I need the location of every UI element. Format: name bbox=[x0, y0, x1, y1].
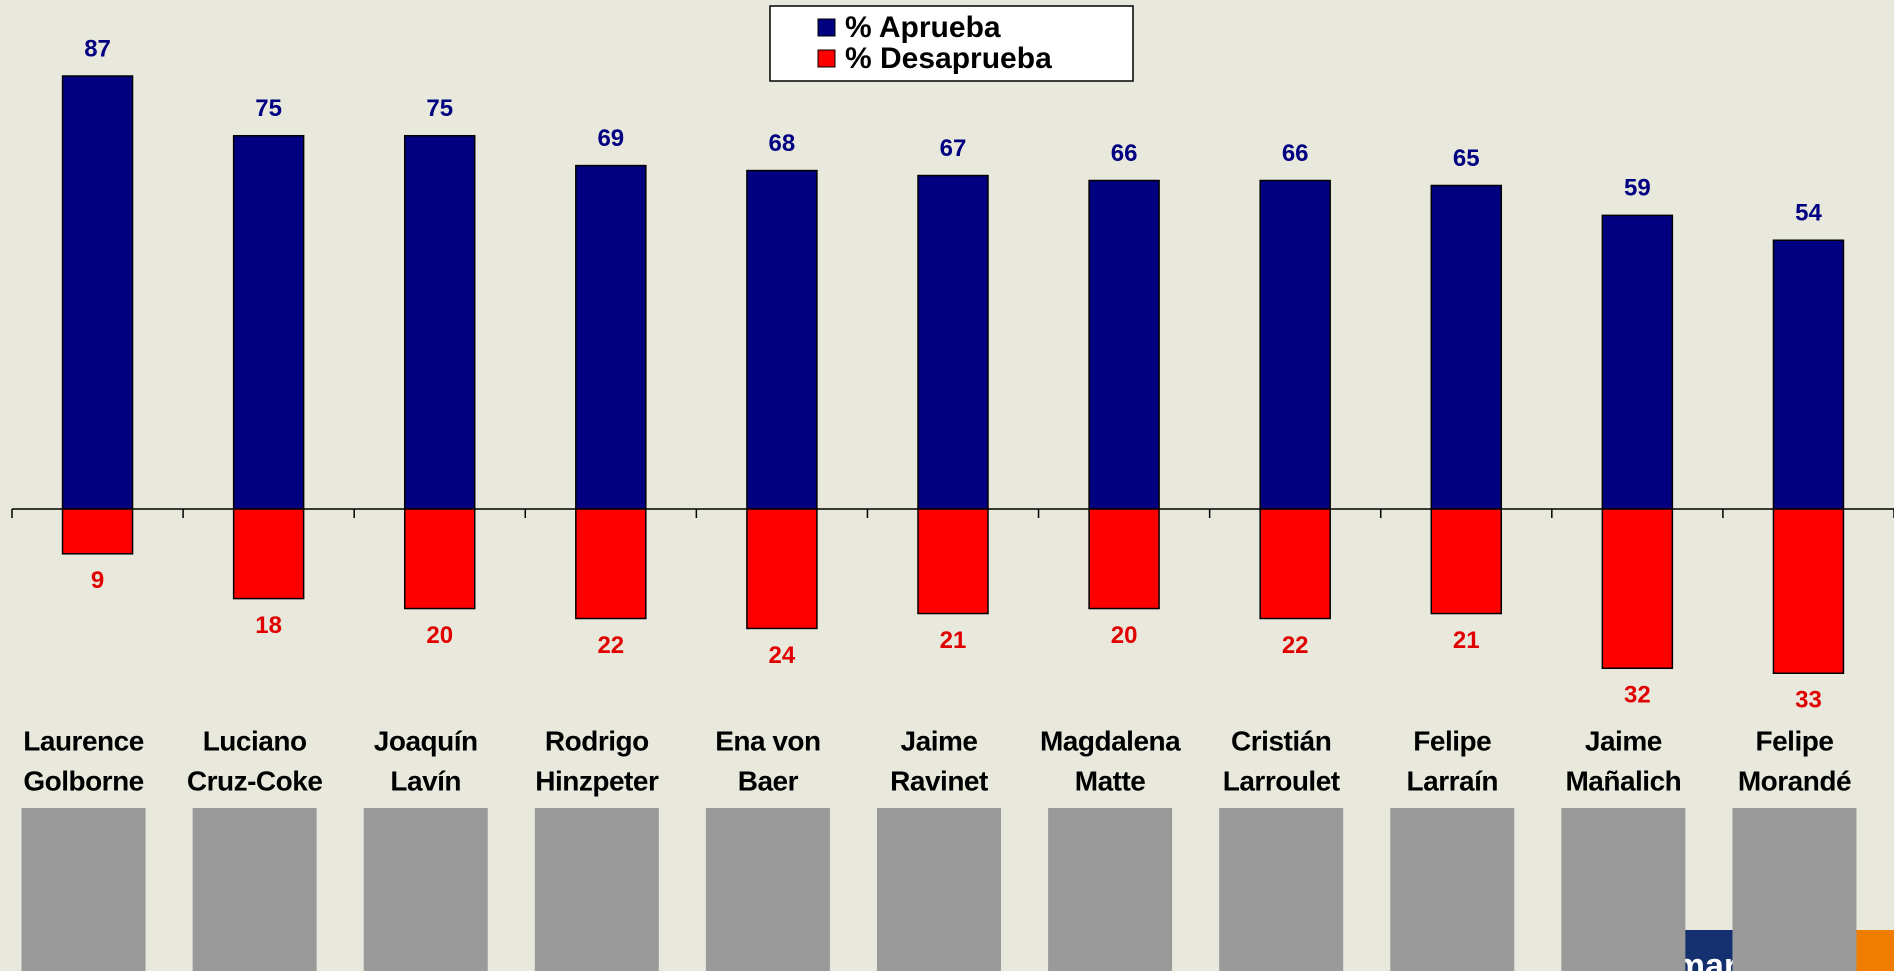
category-label: Laurence bbox=[23, 725, 144, 756]
category-label: Baer bbox=[738, 765, 799, 796]
value-label: 22 bbox=[1282, 632, 1309, 659]
bar bbox=[63, 509, 133, 554]
value-label: 20 bbox=[426, 622, 453, 649]
photo bbox=[364, 808, 488, 971]
photo bbox=[877, 808, 1001, 971]
value-label: 54 bbox=[1795, 200, 1822, 227]
bar bbox=[405, 509, 475, 609]
photo bbox=[1048, 808, 1172, 971]
category-label: Golborne bbox=[23, 765, 143, 796]
category-label: Cristián bbox=[1231, 725, 1331, 756]
bar bbox=[918, 176, 988, 509]
value-label: 66 bbox=[1282, 140, 1309, 167]
category-label: Larraín bbox=[1407, 765, 1498, 796]
category-label: Morandé bbox=[1738, 765, 1851, 796]
bar bbox=[576, 166, 646, 509]
category-label: Matte bbox=[1075, 765, 1146, 796]
bar bbox=[1602, 215, 1672, 509]
photo bbox=[1219, 808, 1343, 971]
legend-label: % Aprueba bbox=[845, 11, 1001, 44]
photo bbox=[1390, 808, 1514, 971]
value-label: 21 bbox=[940, 627, 967, 654]
value-label: 75 bbox=[255, 95, 282, 122]
value-label: 33 bbox=[1795, 687, 1822, 714]
value-label: 68 bbox=[769, 130, 796, 157]
category-label: Cruz-Coke bbox=[187, 765, 323, 796]
bar bbox=[234, 509, 304, 599]
category-label: Ena von bbox=[715, 725, 820, 756]
page: {"chart_data": {"type": "bar", "categori… bbox=[0, 0, 1894, 971]
bar bbox=[63, 76, 133, 509]
photo bbox=[193, 808, 317, 971]
value-label: 59 bbox=[1624, 175, 1651, 202]
bar bbox=[1260, 181, 1330, 509]
value-label: 22 bbox=[597, 632, 624, 659]
value-label: 24 bbox=[769, 642, 796, 669]
category-label: Lavín bbox=[390, 765, 461, 796]
category-label: Rodrigo bbox=[545, 725, 649, 756]
photo bbox=[22, 808, 146, 971]
category-label: Felipe bbox=[1413, 725, 1491, 756]
photo bbox=[1561, 808, 1685, 971]
category-label: Jaime bbox=[1585, 725, 1662, 756]
category-label: Ravinet bbox=[890, 765, 988, 796]
bar bbox=[576, 509, 646, 618]
bar bbox=[1431, 185, 1501, 509]
value-label: 65 bbox=[1453, 145, 1480, 172]
photo bbox=[535, 808, 659, 971]
bar bbox=[918, 509, 988, 614]
category-label: Mañalich bbox=[1565, 765, 1681, 796]
bar bbox=[1773, 240, 1843, 509]
category-label: Hinzpeter bbox=[535, 765, 659, 796]
bar bbox=[747, 171, 817, 509]
category-label: Larroulet bbox=[1223, 765, 1340, 796]
value-label: 21 bbox=[1453, 627, 1480, 654]
value-label: 9 bbox=[91, 567, 104, 594]
value-label: 75 bbox=[426, 95, 453, 122]
bar bbox=[1431, 509, 1501, 614]
value-label: 69 bbox=[597, 125, 624, 152]
legend-label: % Desaprueba bbox=[845, 42, 1052, 75]
bar bbox=[1260, 509, 1330, 618]
legend-swatch bbox=[818, 19, 835, 36]
category-label: Luciano bbox=[203, 725, 307, 756]
bar bbox=[1602, 509, 1672, 668]
value-label: 67 bbox=[940, 135, 967, 162]
category-label: Joaquín bbox=[374, 725, 478, 756]
bar bbox=[405, 136, 475, 509]
photo bbox=[1732, 808, 1856, 971]
value-label: 87 bbox=[84, 35, 111, 62]
value-label: 18 bbox=[255, 612, 282, 639]
category-label: Jaime bbox=[901, 725, 978, 756]
value-label: 32 bbox=[1624, 682, 1651, 709]
value-label: 20 bbox=[1111, 622, 1138, 649]
photo bbox=[706, 808, 830, 971]
chart: Adimark GfK % Aprueba% Desaprueba8775756… bbox=[0, 0, 1894, 971]
category-label: Felipe bbox=[1755, 725, 1833, 756]
bar bbox=[1773, 509, 1843, 673]
bar bbox=[234, 136, 304, 509]
bar bbox=[1089, 509, 1159, 609]
category-label: Magdalena bbox=[1040, 725, 1181, 756]
bar bbox=[1089, 181, 1159, 509]
value-label: 66 bbox=[1111, 140, 1138, 167]
legend-swatch bbox=[818, 50, 835, 67]
bar bbox=[747, 509, 817, 628]
